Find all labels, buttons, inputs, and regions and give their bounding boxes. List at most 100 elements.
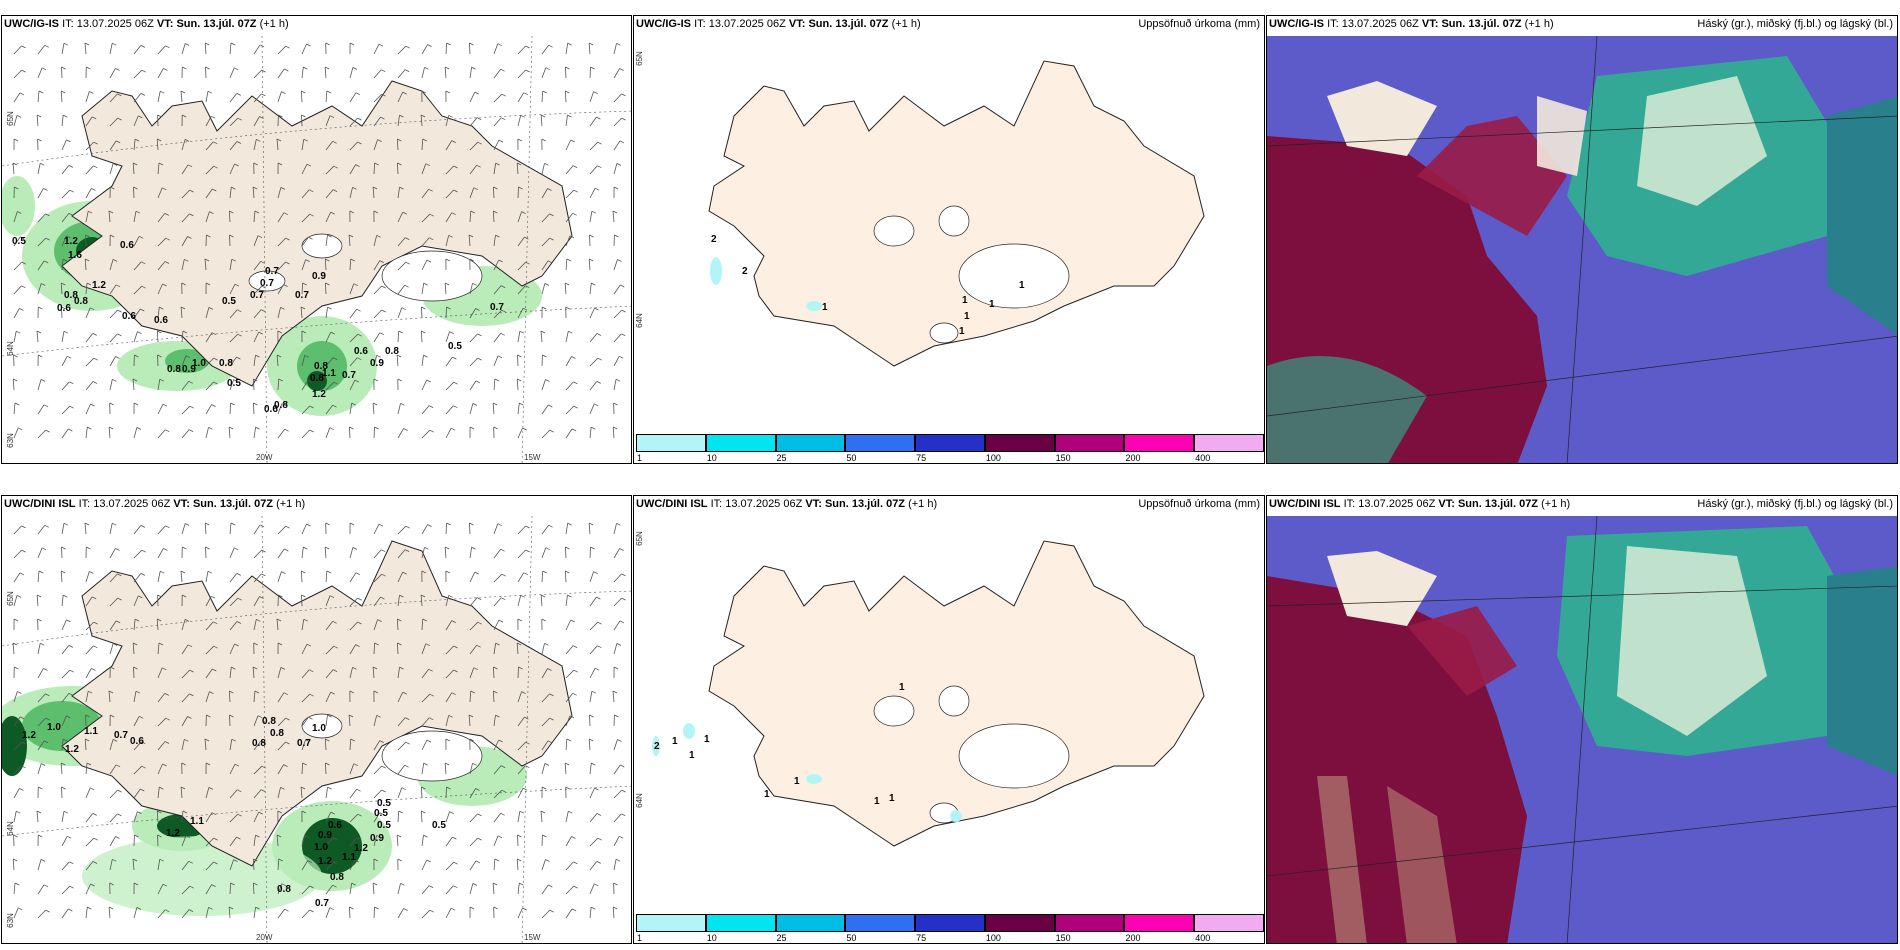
wind-barb bbox=[133, 595, 139, 607]
wind-barb bbox=[253, 69, 262, 79]
wind-barb-flag bbox=[92, 333, 97, 336]
wind-barb bbox=[13, 765, 22, 775]
wind-barb-flag bbox=[472, 883, 478, 886]
wind-barb-flag bbox=[301, 810, 307, 814]
wind-barb bbox=[349, 621, 358, 631]
value-label: 2 bbox=[742, 266, 748, 277]
wind-barb bbox=[517, 883, 520, 895]
wind-barb bbox=[229, 836, 237, 847]
colorbar-swatch bbox=[1054, 434, 1125, 452]
value-label: 1 bbox=[689, 750, 695, 761]
wind-barb bbox=[37, 45, 46, 55]
wind-barb bbox=[13, 525, 22, 535]
wind-barb bbox=[276, 138, 279, 151]
wind-barb-flag bbox=[180, 306, 186, 310]
wind-barb-flag bbox=[301, 330, 307, 334]
wind-barb bbox=[229, 667, 232, 679]
it-label: IT: bbox=[710, 498, 723, 510]
wind-barb-flag bbox=[516, 162, 522, 166]
wind-barb-flag bbox=[36, 114, 42, 118]
wind-barb bbox=[85, 141, 94, 151]
wind-barb bbox=[109, 523, 113, 535]
wind-barb-flag bbox=[43, 668, 48, 671]
wind-barb bbox=[397, 642, 399, 655]
wind-barb-flag bbox=[303, 546, 308, 550]
wind-barb bbox=[349, 403, 353, 415]
wind-barb-flag bbox=[164, 741, 170, 744]
wind-barb bbox=[517, 115, 522, 127]
wind-barb bbox=[589, 66, 591, 79]
wind-barb bbox=[277, 571, 282, 583]
wind-barb-flag bbox=[113, 643, 118, 646]
wind-barb-flag bbox=[36, 810, 42, 814]
wind-barb bbox=[613, 836, 620, 847]
wind-barb-flag bbox=[451, 212, 456, 216]
wind-barb-flag bbox=[207, 570, 213, 574]
wind-barb-flag bbox=[594, 883, 599, 887]
wind-barb-flag bbox=[140, 525, 146, 528]
wind-barb-flag bbox=[453, 381, 458, 385]
wind-barb bbox=[469, 763, 473, 775]
wind-barb bbox=[348, 234, 351, 247]
wind-barb bbox=[229, 621, 238, 631]
wind-barb-flag bbox=[230, 882, 235, 886]
wind-barb bbox=[109, 68, 116, 79]
wind-panel-bottom: UWC/DINI ISL IT: 13.07.2025 06Z VT: Sun.… bbox=[1, 495, 632, 944]
wind-barb bbox=[277, 212, 285, 223]
wind-barb-flag bbox=[306, 163, 312, 167]
wind-barb-flag bbox=[87, 906, 92, 910]
model-name: UWC/DINI ISL bbox=[4, 498, 76, 510]
wind-barb bbox=[300, 306, 303, 319]
wind-barb-flag bbox=[21, 525, 26, 529]
wind-barb bbox=[613, 117, 622, 127]
wind-barb bbox=[397, 162, 399, 175]
wind-barb bbox=[85, 837, 95, 847]
wind-barb-flag bbox=[445, 258, 451, 262]
wind-barb-flag bbox=[69, 189, 74, 193]
wind-barb bbox=[277, 717, 286, 727]
wind-barb-flag bbox=[476, 644, 481, 648]
wind-barb-flag bbox=[444, 762, 450, 766]
wind-barb-flag bbox=[229, 234, 234, 238]
wind-barb bbox=[157, 213, 166, 223]
wind-barb bbox=[61, 669, 71, 679]
wind-barb bbox=[349, 738, 352, 751]
value-label: 0.8 bbox=[274, 400, 288, 411]
wind-barb-flag bbox=[452, 356, 457, 360]
wind-barb-flag bbox=[213, 357, 218, 361]
wind-barb bbox=[588, 258, 591, 271]
wind-barb-flag bbox=[547, 260, 553, 264]
wind-barb bbox=[565, 715, 571, 727]
wind-barb-flag bbox=[133, 162, 138, 166]
wind-barb bbox=[565, 738, 568, 751]
wind-barb-flag bbox=[61, 570, 66, 574]
wind-barb bbox=[301, 619, 305, 631]
wind-barb-flag bbox=[497, 523, 502, 527]
wind-barb bbox=[61, 739, 64, 751]
wind-barb bbox=[421, 524, 428, 535]
wind-barb-flag bbox=[87, 426, 92, 430]
wind-barb-flag bbox=[302, 762, 307, 766]
wind-barb-flag bbox=[205, 282, 211, 286]
wind-barb bbox=[109, 379, 113, 391]
wind-barb-flag bbox=[381, 285, 386, 289]
wind-barb-flag bbox=[333, 357, 338, 360]
value-label: 0.9 bbox=[370, 833, 384, 844]
wind-barb bbox=[349, 883, 353, 895]
wind-barb bbox=[565, 331, 569, 343]
colorbar-tick: 75 bbox=[916, 453, 927, 463]
wind-barb bbox=[37, 909, 46, 919]
wind-barb-flag bbox=[132, 858, 138, 862]
wind-barb-flag bbox=[110, 186, 115, 190]
wind-barb-flag bbox=[133, 666, 138, 670]
wind-barb bbox=[517, 45, 526, 55]
wind-barb bbox=[540, 594, 543, 607]
wind-barb-flag bbox=[135, 210, 141, 214]
wind-barb bbox=[421, 885, 430, 895]
wind-barb bbox=[109, 597, 118, 607]
wind-barb-flag bbox=[519, 882, 524, 886]
value-label: 1.2 bbox=[22, 730, 36, 741]
wind-barb bbox=[517, 765, 526, 775]
wind-barb bbox=[373, 549, 382, 559]
value-label: 0.6 bbox=[154, 315, 168, 326]
